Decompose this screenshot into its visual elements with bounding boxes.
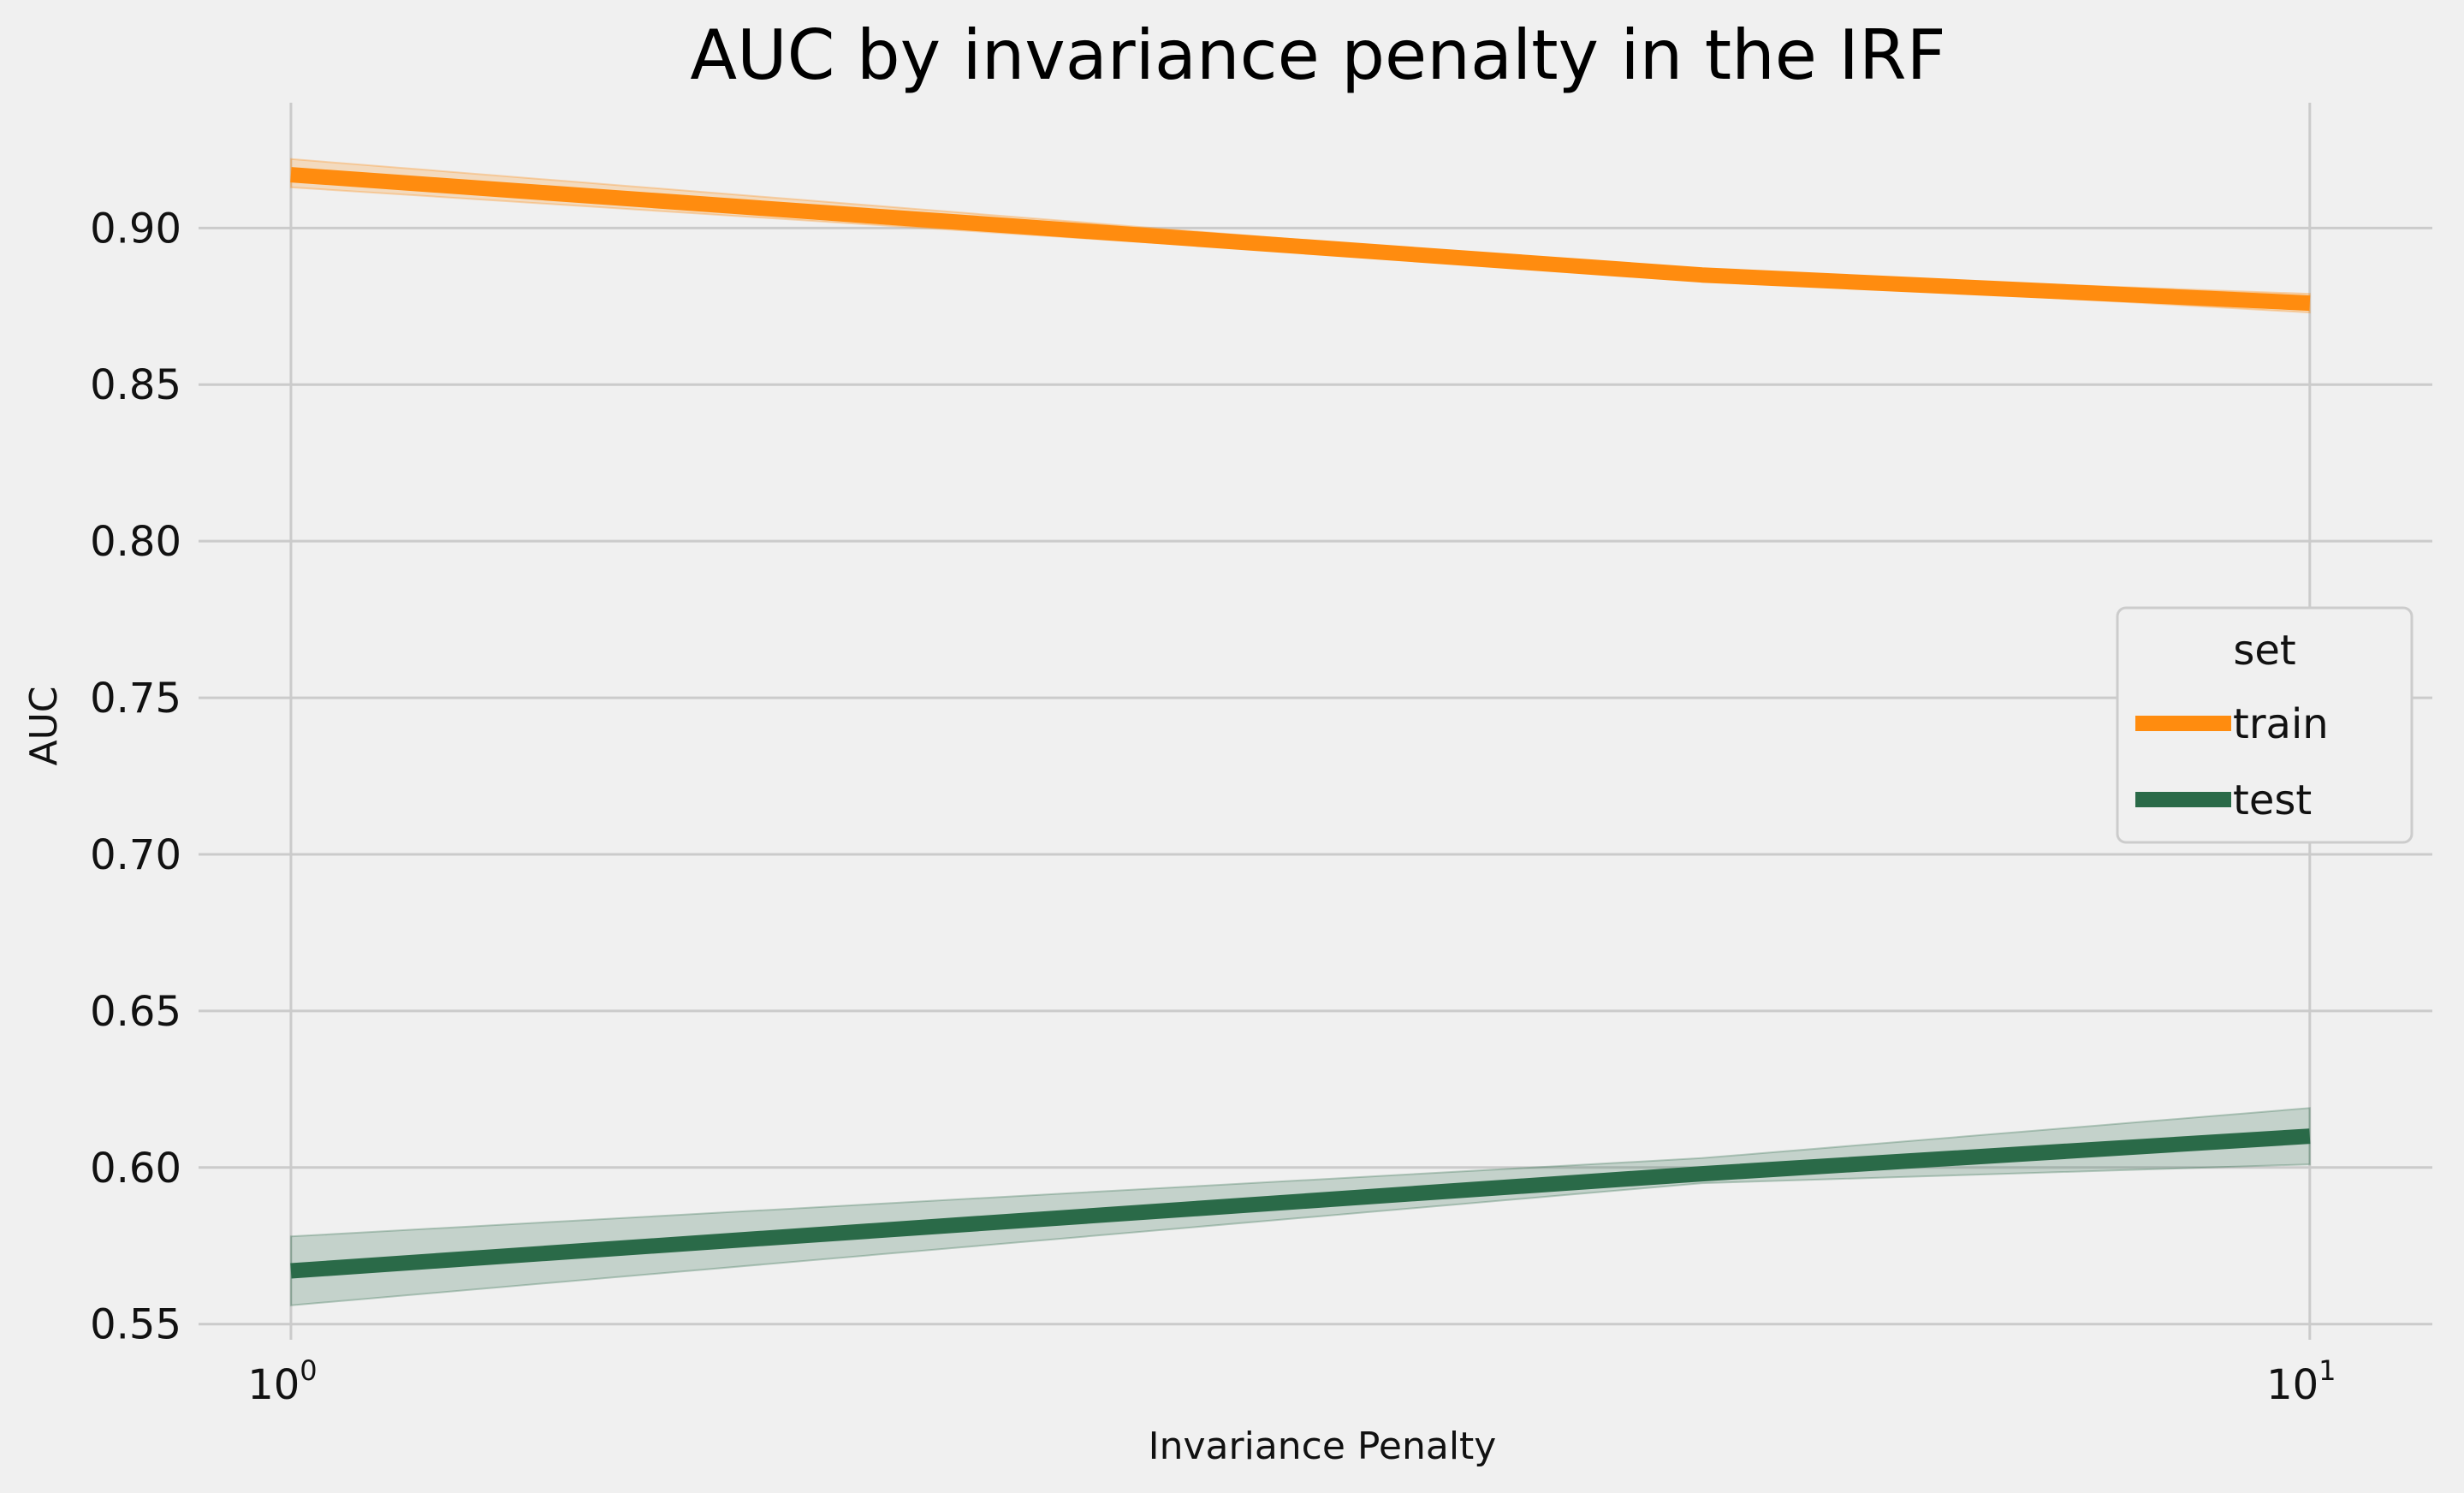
y-axis-label: AUC — [22, 686, 66, 765]
chart-title: AUC by invariance penalty in the IRF — [690, 15, 1945, 95]
legend-box — [2116, 606, 2414, 844]
x-tick-label: 101 — [2266, 1354, 2336, 1409]
y-tick-label: 0.70 — [90, 831, 181, 879]
y-tick-label: 0.80 — [90, 518, 181, 566]
series-lines — [290, 167, 2311, 1279]
legend-title: set — [2233, 627, 2295, 675]
y-tick-label: 0.85 — [90, 361, 181, 409]
legend-label-train: train — [2233, 700, 2329, 748]
series-line-test — [290, 1128, 2311, 1279]
legend: set train test — [2116, 606, 2414, 844]
x-tick-label: 100 — [247, 1354, 317, 1409]
tick-labels: 0.55 0.60 0.65 0.70 0.75 0.80 0.85 0.90 100 101 — [90, 205, 2336, 1409]
y-tick-label: 0.55 — [90, 1301, 181, 1349]
y-tick-label: 0.75 — [90, 675, 181, 723]
series-line-train — [290, 167, 2311, 312]
y-tick-label: 0.90 — [90, 205, 181, 253]
y-tick-label: 0.60 — [90, 1145, 181, 1193]
legend-label-test: test — [2233, 776, 2312, 824]
y-tick-label: 0.65 — [90, 988, 181, 1036]
x-axis-label: Invariance Penalty — [1149, 1425, 1497, 1468]
